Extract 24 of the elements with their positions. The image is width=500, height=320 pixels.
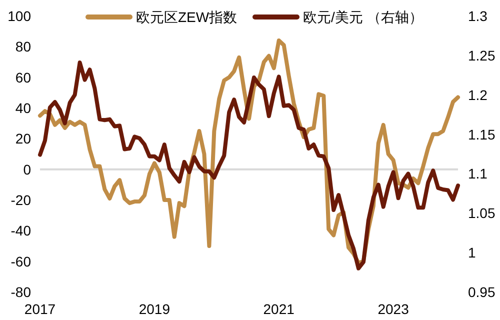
y2tick: 1.1 (468, 166, 488, 182)
xtick: 2019 (138, 301, 170, 317)
ytick: -20 (10, 192, 31, 208)
legend-label: 欧元区ZEW指数 (136, 9, 238, 25)
ytick: 80 (15, 38, 31, 55)
y2tick: 1.25 (468, 47, 496, 64)
y2tick: 0.95 (468, 284, 496, 300)
ytick: 20 (15, 130, 31, 147)
y2tick: 1.3 (468, 8, 488, 24)
y2tick: 1.15 (468, 126, 496, 142)
ytick: -60 (10, 253, 31, 270)
y2tick: 1.05 (468, 205, 496, 222)
ytick: -40 (10, 222, 31, 239)
ytick: -80 (10, 284, 31, 300)
xtick: 2021 (263, 301, 294, 317)
ytick: 60 (15, 69, 31, 86)
ytick: 0 (23, 161, 31, 178)
ytick: 40 (15, 100, 31, 116)
y2tick: 1.2 (468, 86, 488, 103)
legend-label: 欧元/美元 （右轴） (303, 9, 423, 25)
y2tick: 1 (468, 244, 476, 261)
ytick: 100 (8, 8, 31, 24)
xtick: 2017 (24, 301, 56, 317)
xtick: 2023 (378, 301, 409, 317)
